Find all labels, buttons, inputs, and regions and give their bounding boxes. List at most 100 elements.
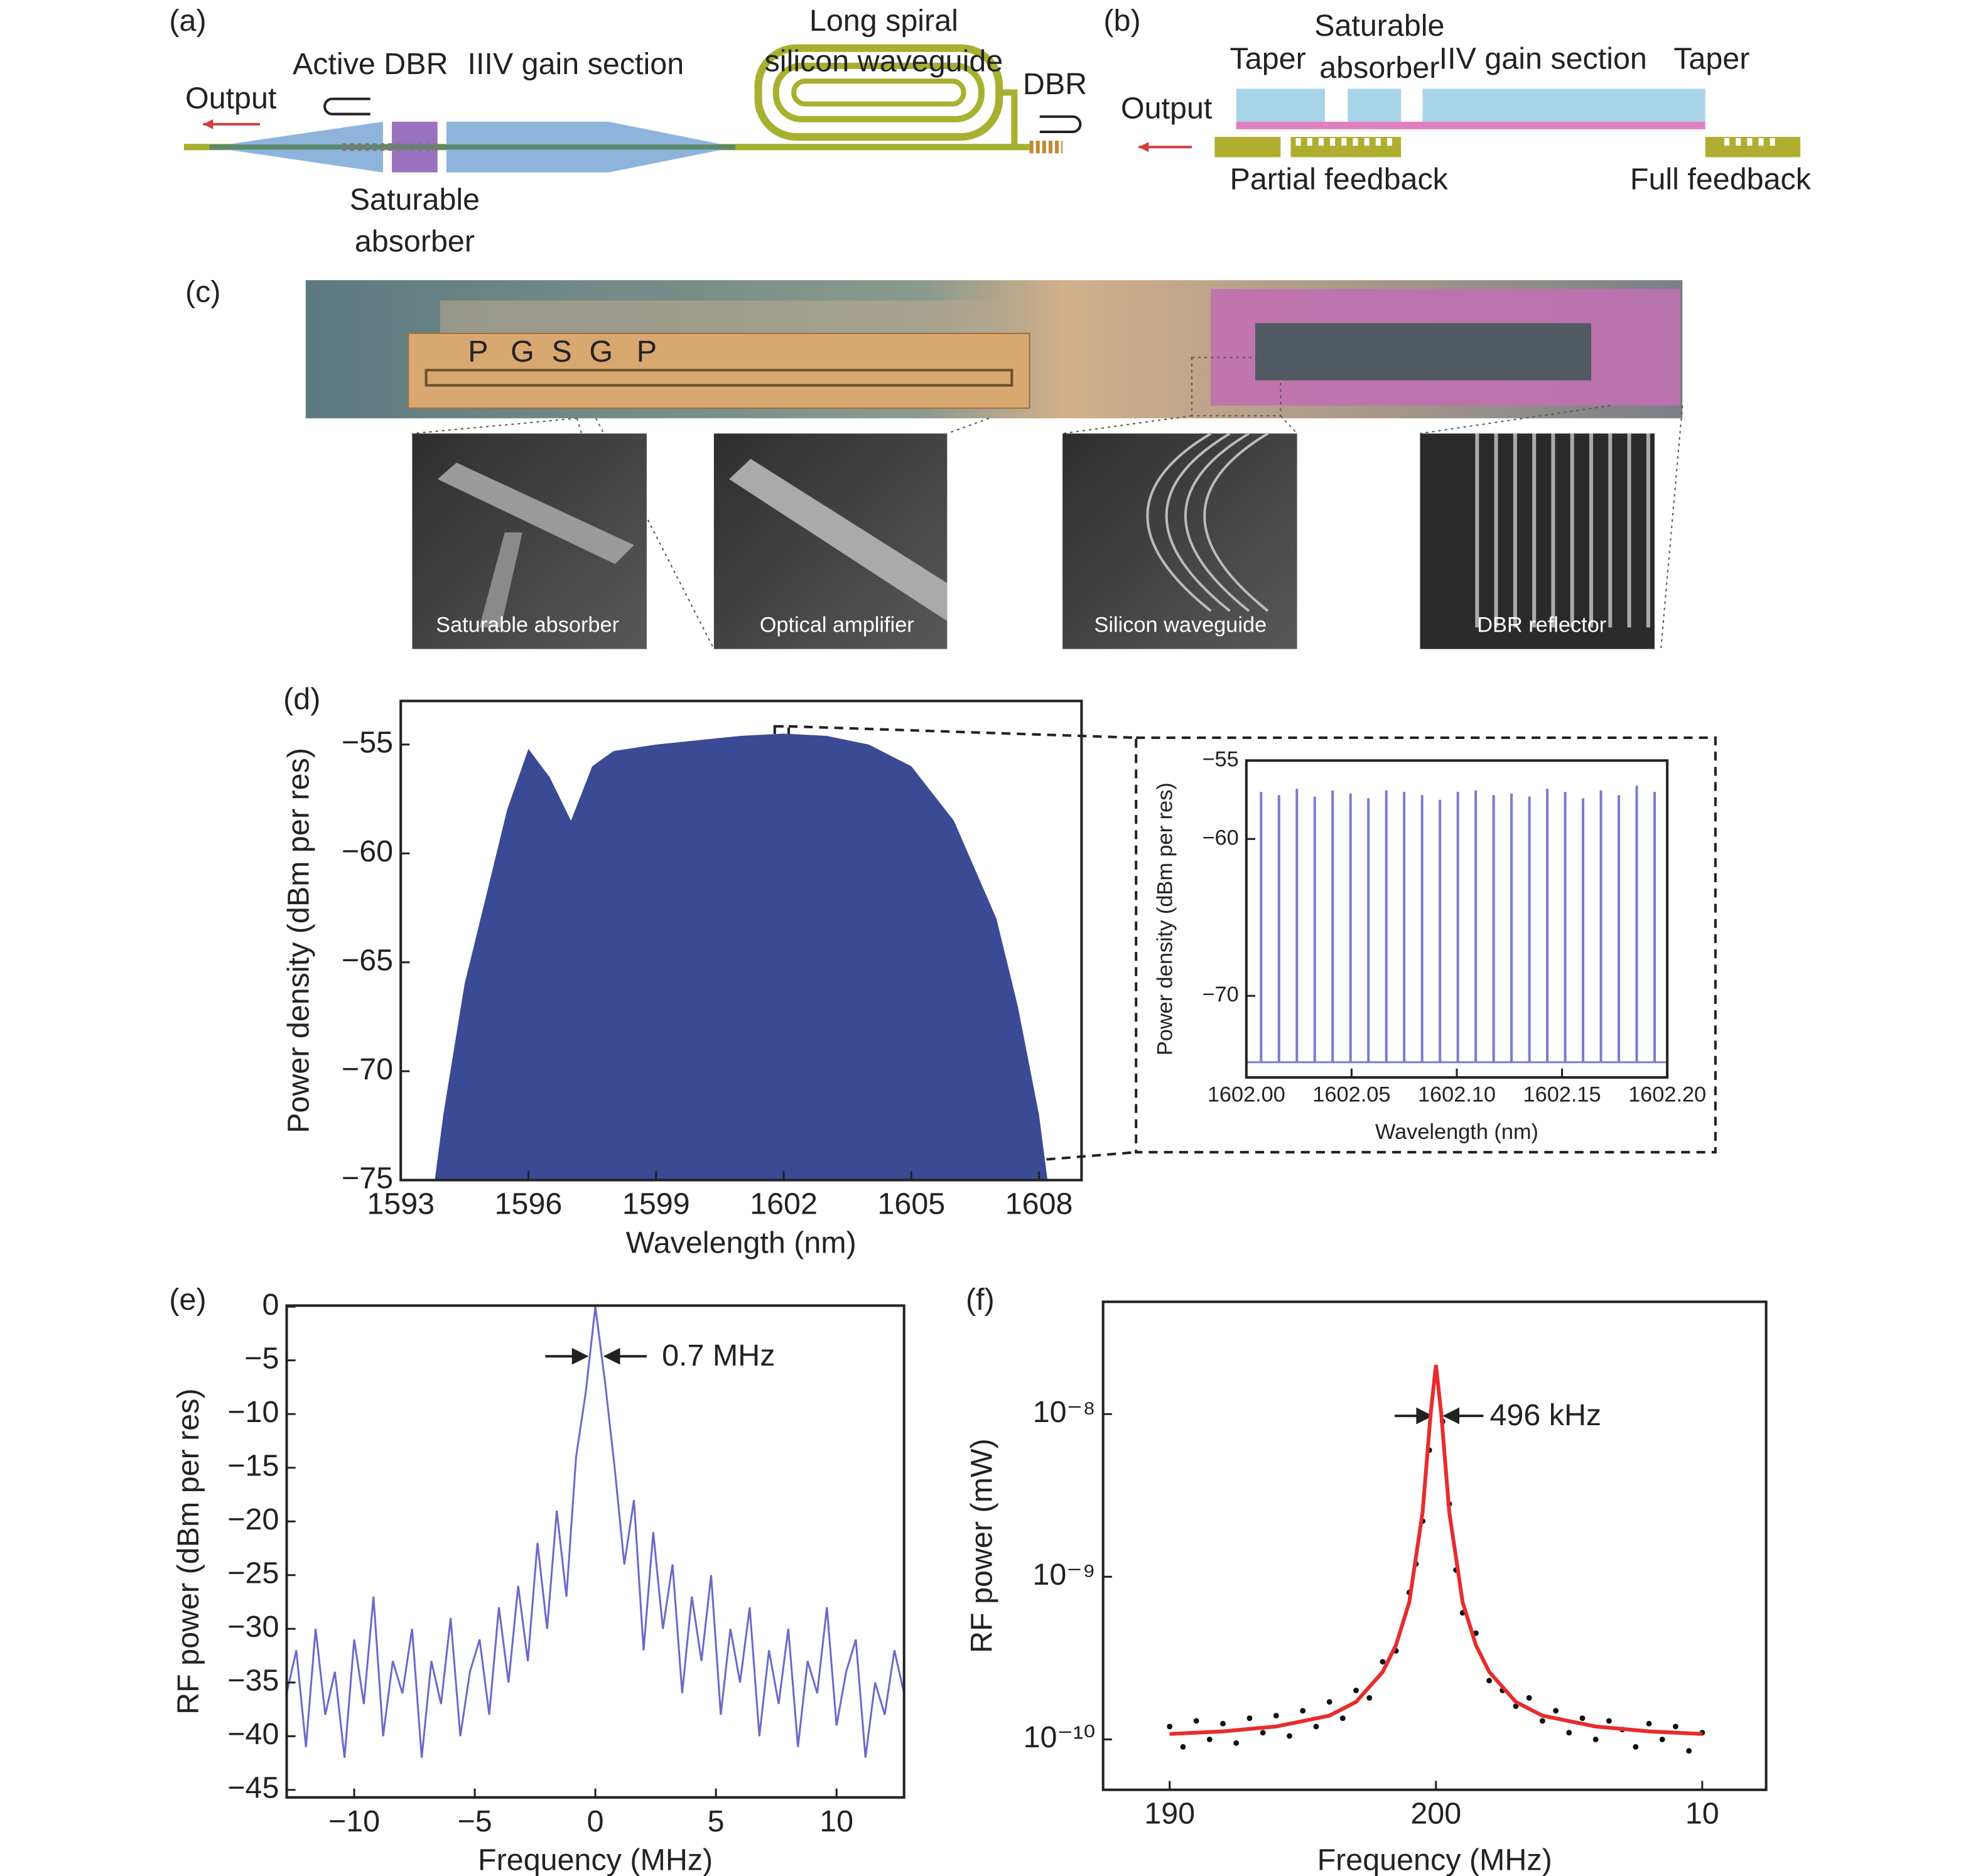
pad-label: G — [511, 335, 534, 369]
label: DBR — [1023, 67, 1087, 101]
data-point — [1380, 1659, 1386, 1665]
data-point — [1260, 1730, 1266, 1736]
inset-label: Saturable absorber — [436, 613, 619, 637]
data-point — [1366, 1695, 1373, 1701]
y-tick-label: 10⁻⁸ — [1033, 1395, 1096, 1429]
data-point — [1273, 1713, 1279, 1719]
label: Full feedback — [1630, 163, 1812, 197]
x-tick-label: 1599 — [622, 1187, 690, 1221]
y-tick-label: −20 — [227, 1502, 279, 1536]
data-point — [1553, 1708, 1559, 1714]
data-point — [1220, 1720, 1226, 1727]
x-tick-label: 190 — [1144, 1797, 1195, 1831]
y-tick-label: −65 — [342, 944, 393, 978]
data-point — [1326, 1699, 1332, 1705]
x-tick-label: 1602.05 — [1312, 1082, 1390, 1106]
x-tick-label: 1602.00 — [1208, 1082, 1285, 1106]
label: Saturable — [1314, 9, 1444, 43]
label: Long spiral — [809, 4, 958, 38]
label: Output — [1121, 91, 1213, 125]
panel-label: (c) — [185, 275, 220, 309]
x-tick-label: 0 — [587, 1804, 604, 1838]
y-tick-label: −5 — [244, 1342, 279, 1376]
data-point — [1313, 1723, 1319, 1730]
data-point — [1339, 1715, 1346, 1722]
label: absorber — [1319, 51, 1439, 85]
data-point — [1672, 1723, 1678, 1730]
y-tick-label: −75 — [342, 1161, 393, 1195]
data-point — [1300, 1708, 1306, 1714]
x-axis-label: Frequency (MHz) — [1317, 1843, 1552, 1876]
data-point — [1180, 1744, 1186, 1750]
y-tick-label: −55 — [342, 726, 393, 760]
data-point — [1592, 1737, 1599, 1742]
data-point — [1233, 1740, 1240, 1746]
y-tick-label: −70 — [1202, 983, 1239, 1006]
panel-label: (b) — [1103, 4, 1140, 38]
y-tick-label: 10⁻¹⁰ — [1024, 1720, 1096, 1754]
data-point — [1486, 1678, 1493, 1684]
diagram-a: Long spiral silicon waveguide Active DBR… — [183, 4, 1087, 258]
data-point — [1566, 1730, 1572, 1736]
y-tick-label: −45 — [227, 1771, 279, 1805]
x-tick-label: 1602 — [750, 1187, 818, 1221]
x-tick-label: 5 — [708, 1804, 725, 1838]
x-tick-label: 1596 — [495, 1187, 563, 1221]
x-axis-label: Wavelength (nm) — [1375, 1120, 1538, 1144]
x-tick-label: 10 — [1685, 1797, 1719, 1831]
y-tick-label: −70 — [342, 1052, 393, 1086]
diagram-b: Saturable absorber Taper IIV gain sectio… — [1121, 9, 1812, 196]
x-tick-label: 1608 — [1005, 1187, 1073, 1221]
y-axis-label: RF power (dBm per res) — [171, 1388, 205, 1714]
y-tick-label: −55 — [1202, 747, 1239, 771]
label: Taper — [1673, 42, 1749, 76]
panel-label: (f) — [966, 1283, 995, 1317]
linewidth-arrows — [545, 1347, 1484, 1425]
y-tick-label: −10 — [227, 1395, 279, 1429]
x-axis-label: Wavelength (nm) — [626, 1226, 857, 1259]
data-point — [1526, 1695, 1532, 1701]
data-point — [1646, 1720, 1652, 1727]
y-axis-label: Power density (dBm per res) — [282, 748, 316, 1133]
y-tick-label: 0 — [262, 1288, 279, 1322]
x-tick-label: 1605 — [877, 1187, 945, 1221]
y-tick-label: −30 — [227, 1610, 279, 1644]
inset-label: Optical amplifier — [760, 613, 914, 637]
label: IIIV gain section — [468, 47, 684, 81]
micrograph-c: P G S G P Saturable absorber Optical amp… — [305, 280, 1683, 650]
plot-frame — [285, 1304, 905, 1799]
inset-label: DBR reflector — [1477, 613, 1606, 637]
data-point — [1539, 1718, 1545, 1724]
data-point — [1686, 1748, 1692, 1754]
x-tick-label: 10 — [819, 1804, 853, 1838]
y-tick-label: −35 — [227, 1664, 279, 1698]
inset-label: Silicon waveguide — [1094, 613, 1267, 637]
x-tick-label: 1602.10 — [1418, 1082, 1496, 1106]
y-tick-label: −60 — [342, 834, 393, 868]
label: Output — [185, 81, 277, 115]
data-point — [1633, 1744, 1639, 1750]
panel-label: (a) — [169, 4, 206, 38]
data-point — [1513, 1703, 1519, 1710]
label: Active DBR — [293, 47, 448, 81]
plot-frame — [399, 699, 1083, 1182]
data-point — [1206, 1737, 1213, 1742]
label: Taper — [1230, 42, 1306, 76]
rf-trace — [286, 1307, 905, 1758]
x-tick-label: −5 — [457, 1804, 492, 1838]
y-tick-label: −40 — [227, 1717, 279, 1751]
y-axis-label: RF power (mW) — [965, 1438, 999, 1653]
data-point — [1579, 1715, 1586, 1722]
label: silicon waveguide — [765, 45, 1003, 78]
panel-label: (d) — [283, 682, 320, 716]
pad-label: P — [637, 335, 657, 369]
label: absorber — [355, 224, 475, 258]
data-point — [1353, 1688, 1359, 1693]
x-tick-label: 1593 — [367, 1187, 435, 1221]
label: Saturable — [350, 183, 480, 217]
data-point — [1246, 1715, 1253, 1722]
x-tick-label: −10 — [328, 1804, 380, 1838]
x-tick-label: 1602.15 — [1523, 1082, 1601, 1106]
annotation: 0.7 MHz — [662, 1339, 775, 1372]
